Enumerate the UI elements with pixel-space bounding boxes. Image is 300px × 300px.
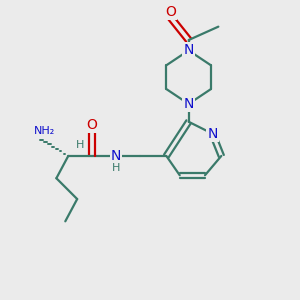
Text: O: O xyxy=(87,118,98,132)
Text: NH₂: NH₂ xyxy=(34,126,55,136)
Text: H: H xyxy=(112,164,120,173)
Text: N: N xyxy=(207,127,218,141)
Text: N: N xyxy=(184,44,194,57)
Text: H: H xyxy=(76,140,84,150)
Text: O: O xyxy=(165,5,176,20)
Text: N: N xyxy=(184,97,194,111)
Text: N: N xyxy=(111,149,121,163)
